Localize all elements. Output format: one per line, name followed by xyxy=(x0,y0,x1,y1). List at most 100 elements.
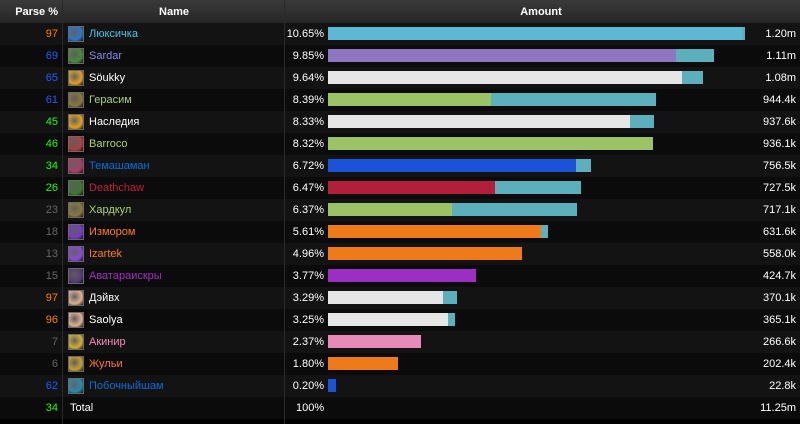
amount-percent: 0.20% xyxy=(292,380,324,392)
player-name-cell[interactable]: Дэйвх xyxy=(64,287,284,309)
table-row[interactable]: 96 Saolya 3.25% 365.1k xyxy=(0,309,800,331)
bar-main xyxy=(328,379,336,392)
parse-percent: 45 xyxy=(45,116,58,128)
player-name-cell[interactable]: Söukky xyxy=(64,67,284,89)
player-name[interactable]: Barroco xyxy=(89,138,128,150)
bar-main xyxy=(328,159,577,172)
amount-value: 370.1k xyxy=(762,292,796,304)
player-name-cell[interactable]: Izartek xyxy=(64,243,284,265)
player-name-cell[interactable]: Жульи xyxy=(64,353,284,375)
player-name-cell[interactable]: Акинир xyxy=(64,331,284,353)
priest-icon xyxy=(68,114,84,130)
amount-percent: 8.39% xyxy=(292,94,324,106)
table-row[interactable]: 61 Герасим 8.39% 944.4k xyxy=(0,89,800,111)
amount-value: 937.6k xyxy=(762,116,796,128)
bar-secondary xyxy=(451,203,578,216)
shaman-enh-icon xyxy=(68,378,84,394)
bar-main xyxy=(328,269,476,282)
player-name-cell[interactable]: Темашаман xyxy=(64,155,284,177)
player-name[interactable]: Хардкул xyxy=(89,204,132,216)
player-name-cell[interactable]: Побочныйшам xyxy=(64,375,284,397)
amount-percent: 4.96% xyxy=(292,248,324,260)
player-name-cell[interactable]: Deathchaw xyxy=(64,177,284,199)
amount-value: 936.1k xyxy=(762,138,796,150)
amount-value: 22.8k xyxy=(769,380,796,392)
player-name[interactable]: Жульи xyxy=(89,358,123,370)
bar-main xyxy=(328,49,676,62)
parse-percent: 26 xyxy=(45,182,58,194)
player-name-cell[interactable]: Люксичка xyxy=(64,23,284,45)
table-row[interactable]: 6 Жульи 1.80% 202.4k xyxy=(0,353,800,375)
amount-value: 756.5k xyxy=(762,160,796,172)
table-row[interactable]: 46 Barroco 8.32% 936.1k xyxy=(0,133,800,155)
table-row[interactable]: 23 Хардкул 6.37% 717.1k xyxy=(0,199,800,221)
player-name[interactable]: Izartek xyxy=(89,248,123,260)
hunter-bm-icon xyxy=(68,202,84,218)
player-name[interactable]: Söukky xyxy=(89,72,126,84)
table-row[interactable]: 34 Темашаман 6.72% 756.5k xyxy=(0,155,800,177)
player-name[interactable]: Люксичка xyxy=(89,28,138,40)
demonhunter-icon xyxy=(68,268,84,284)
bar-main xyxy=(328,313,448,326)
bar-main xyxy=(328,247,522,260)
header-name[interactable]: Name xyxy=(159,5,189,18)
bar-main xyxy=(328,181,495,194)
table-row[interactable]: 7 Акинир 2.37% 266.6k xyxy=(0,331,800,353)
amount-percent: 3.77% xyxy=(292,270,324,282)
deathknight-icon xyxy=(68,180,84,196)
parse-percent: 23 xyxy=(45,204,58,216)
parse-percent: 46 xyxy=(45,138,58,150)
amount-percent: 1.80% xyxy=(292,358,324,370)
player-name[interactable]: Saolya xyxy=(89,314,123,326)
priest-shadow-icon xyxy=(68,70,84,86)
amount-bar xyxy=(328,155,748,177)
table-row[interactable]: 97 Дэйвх 3.29% 370.1k xyxy=(0,287,800,309)
table-row[interactable]: 15 Аватараискры 3.77% 424.7k xyxy=(0,265,800,287)
player-name[interactable]: Побочныйшам xyxy=(89,380,164,392)
total-parse: 34 xyxy=(45,402,58,414)
table-row[interactable]: 69 Sardar 9.85% 1.11m xyxy=(0,45,800,67)
player-name[interactable]: Наследия xyxy=(89,116,140,128)
player-name-cell[interactable]: Хардкул xyxy=(64,199,284,221)
header-parse[interactable]: Parse % xyxy=(15,5,58,18)
player-name[interactable]: Измором xyxy=(89,226,136,238)
player-name[interactable]: Дэйвх xyxy=(89,292,120,304)
player-name-cell[interactable]: Наследия xyxy=(64,111,284,133)
amount-percent: 9.85% xyxy=(292,50,324,62)
player-name[interactable]: Акинир xyxy=(89,336,126,348)
amount-percent: 6.37% xyxy=(292,204,324,216)
player-name[interactable]: Герасим xyxy=(89,94,132,106)
amount-bar xyxy=(328,331,748,353)
player-name[interactable]: Аватараискры xyxy=(89,270,162,282)
table-row[interactable]: 13 Izartek 4.96% 558.0k xyxy=(0,243,800,265)
amount-value: 365.1k xyxy=(762,314,796,326)
bar-secondary xyxy=(741,27,745,40)
amount-value: 727.5k xyxy=(762,182,796,194)
table-row[interactable]: 62 Побочныйшам 0.20% 22.8k xyxy=(0,375,800,397)
table-row[interactable]: 97 Люксичка 10.65% 1.20m xyxy=(0,23,800,45)
bar-secondary xyxy=(675,49,714,62)
bar-main xyxy=(328,357,399,370)
player-name[interactable]: Темашаман xyxy=(89,160,150,172)
table-row[interactable]: 18 Измором 5.61% 631.6k xyxy=(0,221,800,243)
parse-percent: 18 xyxy=(45,226,58,238)
bar-main xyxy=(328,225,541,238)
player-name-cell[interactable]: Герасим xyxy=(64,89,284,111)
druid-balance-icon xyxy=(68,224,84,240)
table-row[interactable]: 45 Наследия 8.33% 937.6k xyxy=(0,111,800,133)
player-name-cell[interactable]: Измором xyxy=(64,221,284,243)
table-row[interactable]: 26 Deathchaw 6.47% 727.5k xyxy=(0,177,800,199)
header-amount[interactable]: Amount xyxy=(520,5,562,18)
amount-bar xyxy=(328,45,748,67)
player-name[interactable]: Sardar xyxy=(89,50,123,62)
parse-percent: 62 xyxy=(45,380,58,392)
bar-main xyxy=(328,93,492,106)
player-name[interactable]: Deathchaw xyxy=(89,182,145,194)
player-name-cell[interactable]: Аватараискры xyxy=(64,265,284,287)
player-name-cell[interactable]: Sardar xyxy=(64,45,284,67)
player-name-cell[interactable]: Barroco xyxy=(64,133,284,155)
bar-main xyxy=(328,335,421,348)
player-name-cell[interactable]: Saolya xyxy=(64,309,284,331)
table-row[interactable]: 65 Söukky 9.64% 1.08m xyxy=(0,67,800,89)
column-divider xyxy=(62,0,63,424)
